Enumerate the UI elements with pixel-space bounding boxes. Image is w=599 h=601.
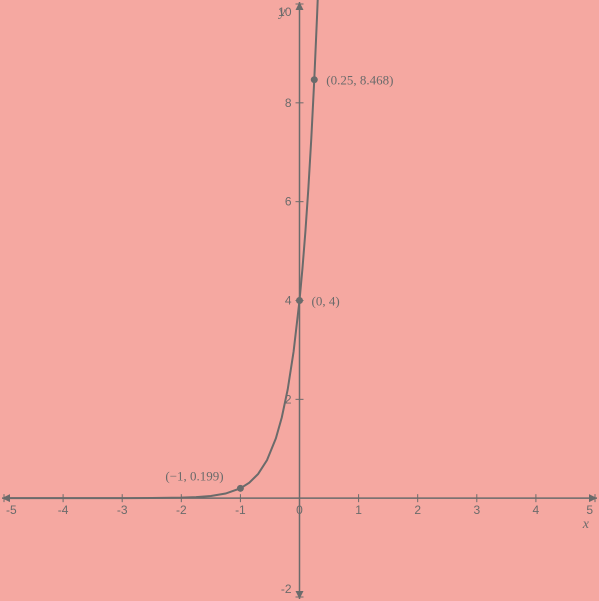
x-tick-label: 2 [414,503,421,517]
data-point [311,76,318,83]
y-tick-label: 4 [285,294,292,308]
x-axis-label: x [582,517,590,532]
x-tick-label: -5 [6,503,17,517]
x-tick-label: 0 [296,503,303,517]
exponential-chart: -5-4-3-2-1012345-2246810xy(−1, 0.199)(0,… [0,0,599,601]
x-tick-label: -2 [176,503,187,517]
y-tick-label: 8 [285,96,292,110]
x-tick-label: 5 [586,503,593,517]
x-tick-label: -4 [58,503,69,517]
y-tick-label: -2 [281,582,292,596]
data-point [237,485,244,492]
chart-container: -5-4-3-2-1012345-2246810xy(−1, 0.199)(0,… [0,0,599,601]
x-tick-label: -1 [235,503,246,517]
x-tick-label: 1 [355,503,362,517]
x-tick-label: 4 [533,503,540,517]
x-tick-label: 3 [473,503,480,517]
data-point-label: (0.25, 8.468) [326,73,393,88]
y-tick-label: 6 [285,195,292,209]
y-axis-label: y [277,5,286,20]
data-point [296,297,303,304]
x-tick-label: -3 [117,503,128,517]
data-point-label: (−1, 0.199) [165,468,223,483]
data-point-label: (0, 4) [312,294,340,309]
